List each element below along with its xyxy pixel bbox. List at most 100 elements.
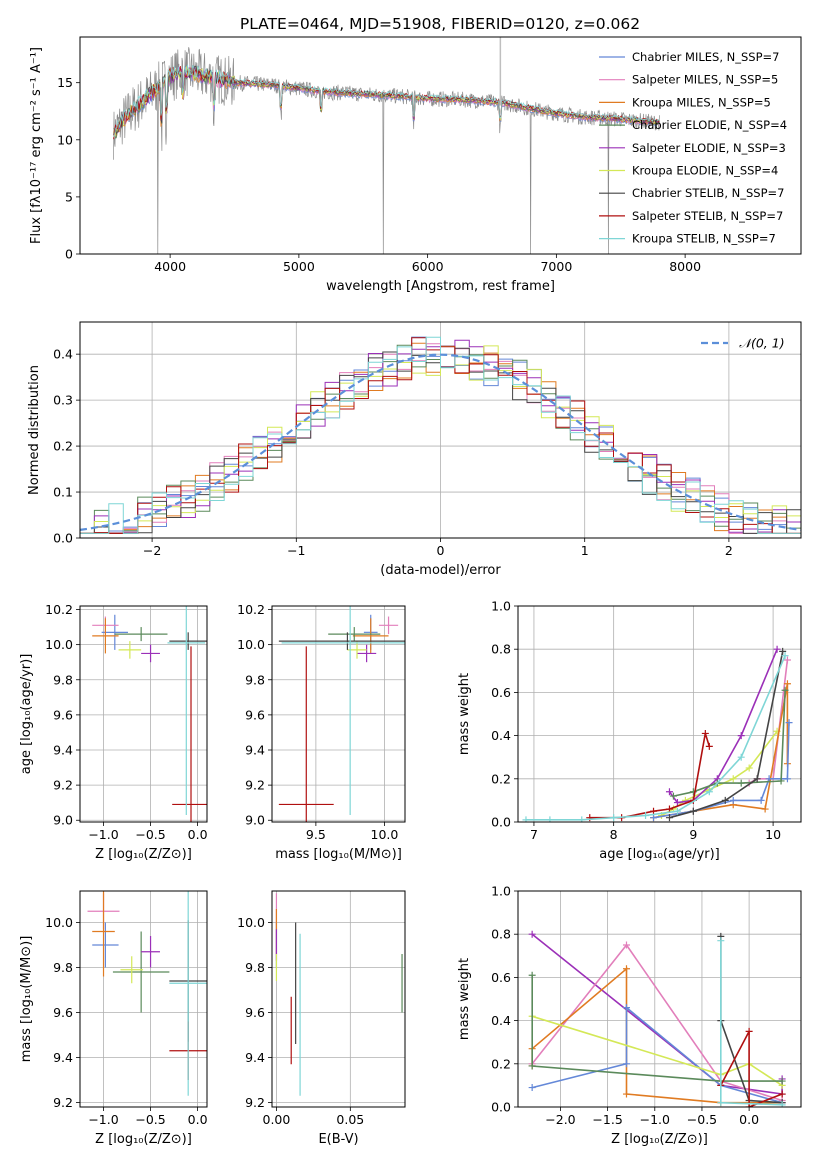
weight-marker	[717, 1099, 725, 1107]
weight-marker	[669, 792, 677, 800]
weight-marker	[737, 753, 745, 761]
weight-marker	[778, 1077, 786, 1085]
error-point	[92, 891, 115, 977]
x-tick-label: 7	[530, 827, 538, 842]
x-axis-label: Z [log₁₀(Z/Z⊙)]	[95, 1132, 192, 1147]
x-axis-label: Z [log₁₀(Z/Z⊙)]	[95, 847, 192, 862]
weight-line	[531, 933, 783, 1095]
weight-marker	[665, 805, 673, 813]
weight-marker	[777, 777, 785, 785]
weight-marker	[779, 647, 787, 655]
weight-marker	[705, 742, 713, 750]
y-tick-label: 0.2	[491, 1056, 511, 1071]
weight-marker	[785, 719, 793, 727]
x-tick-label: 0	[437, 543, 445, 558]
error-point	[167, 606, 206, 815]
weight-line	[531, 975, 783, 1082]
weight-marker	[745, 764, 753, 772]
legend-label: Salpeter ELODIE, N_SSP=3	[632, 141, 786, 155]
x-tick-label: 7000	[540, 259, 572, 274]
weight-marker	[729, 796, 737, 804]
y-tick-label: 10.0	[237, 637, 265, 652]
y-tick-label: 10.2	[237, 602, 265, 617]
x-tick-label: 0.0	[739, 1112, 759, 1127]
error-point	[281, 606, 405, 815]
y-tick-label: 10	[57, 132, 73, 147]
error-point	[378, 616, 399, 635]
error-point	[352, 618, 389, 654]
weight-marker	[528, 1062, 536, 1070]
y-tick-label: 9.2	[245, 778, 265, 793]
y-tick-label: 0.2	[491, 771, 511, 786]
model-spectrum-line	[113, 66, 660, 138]
y-tick-label: 9.0	[245, 813, 265, 828]
error-point	[141, 936, 160, 968]
y-tick-label: 9.2	[245, 1095, 265, 1110]
y-tick-label: 9.6	[245, 707, 265, 722]
x-tick-label: 5000	[283, 259, 315, 274]
weight-marker	[650, 807, 658, 815]
weight-marker	[778, 1090, 786, 1098]
x-tick-label: 0.0	[188, 827, 208, 842]
y-tick-label: 9.8	[245, 672, 265, 687]
legend-label: 𝒩(0, 1)	[739, 336, 785, 351]
error-point	[112, 931, 170, 1013]
error-point	[92, 618, 119, 654]
x-tick-label: −2.0	[545, 1112, 575, 1127]
weight-vs-age-panel: 7 8 9 10 0.0 0.2 0.4 0.6 0.8 1.0 age [log₁₀(age/yr…	[457, 599, 802, 862]
x-axis-label: mass [log₁₀(M/M⊙)]	[275, 847, 402, 862]
weight-marker	[778, 1101, 786, 1107]
error-point	[357, 644, 377, 663]
error-point	[172, 646, 207, 822]
y-tick-label: 0.6	[491, 685, 511, 700]
weight-marker	[721, 796, 729, 804]
y-tick-label: 9.6	[53, 1005, 73, 1020]
weight-line	[526, 655, 786, 821]
x-tick-label: 0.05	[336, 1112, 364, 1127]
weight-marker	[745, 1103, 753, 1107]
y-tick-label: 0.1	[53, 485, 73, 500]
weight-marker	[757, 796, 765, 804]
weight-line	[531, 943, 783, 1102]
plot-frame	[271, 605, 406, 823]
y-axis-label: mass weight	[457, 673, 472, 755]
mass-vs-ebv-panel: 0.00 0.05 9.2 9.4 9.6 9.8 10.0 E(B-V)	[237, 890, 406, 1147]
weight-marker	[781, 652, 789, 660]
x-tick-label: −0.5	[135, 1112, 165, 1127]
x-axis-label: wavelength [Angstrom, rest frame]	[326, 279, 555, 294]
age-vs-mass-panel: 9.5 10.0 9.0 9.2 9.4 9.6 9.8 10.0 10.2 mass [log₁…	[237, 602, 406, 862]
y-tick-label: 1.0	[491, 884, 511, 899]
error-point	[278, 646, 334, 822]
legend-label: Kroupa ELODIE, N_SSP=4	[632, 164, 778, 178]
x-tick-label: 8000	[669, 259, 701, 274]
x-tick-label: −1	[287, 543, 305, 558]
weight-marker	[622, 1090, 630, 1098]
y-tick-label: 9.2	[53, 1095, 73, 1110]
x-tick-label: −1.0	[88, 827, 118, 842]
weight-marker	[650, 814, 658, 822]
y-tick-label: 9.4	[245, 743, 265, 758]
legend-label: Salpeter MILES, N_SSP=5	[632, 73, 778, 87]
weight-marker	[717, 937, 725, 945]
y-tick-label: 9.8	[245, 960, 265, 975]
weight-vs-Z-panel: −2.0 −1.5 −1.0 −0.5 0.0 0.0 0.2 0.4 0.6 0.8 1.0 Z […	[457, 884, 802, 1147]
y-tick-label: 0.4	[53, 347, 73, 362]
y-axis-label: mass [log₁₀(M/M⊙)]	[19, 936, 34, 1063]
error-point	[169, 891, 207, 1096]
plot-frame	[79, 890, 208, 1108]
plot-frame	[79, 321, 802, 539]
legend-label: Chabrier ELODIE, N_SSP=4	[632, 118, 787, 132]
weight-marker	[761, 805, 769, 813]
weight-marker	[783, 775, 791, 783]
error-point	[101, 614, 128, 650]
weight-marker	[705, 788, 713, 796]
x-tick-label: −2	[143, 543, 161, 558]
weight-marker	[528, 1084, 536, 1092]
weight-marker	[673, 807, 681, 815]
weight-line	[531, 1015, 783, 1087]
y-axis-label: age [log₁₀(age/yr)]	[19, 654, 34, 775]
legend-label: Salpeter STELIB, N_SSP=7	[632, 209, 783, 223]
plot-frame	[79, 605, 208, 823]
plot-frame	[79, 36, 802, 255]
